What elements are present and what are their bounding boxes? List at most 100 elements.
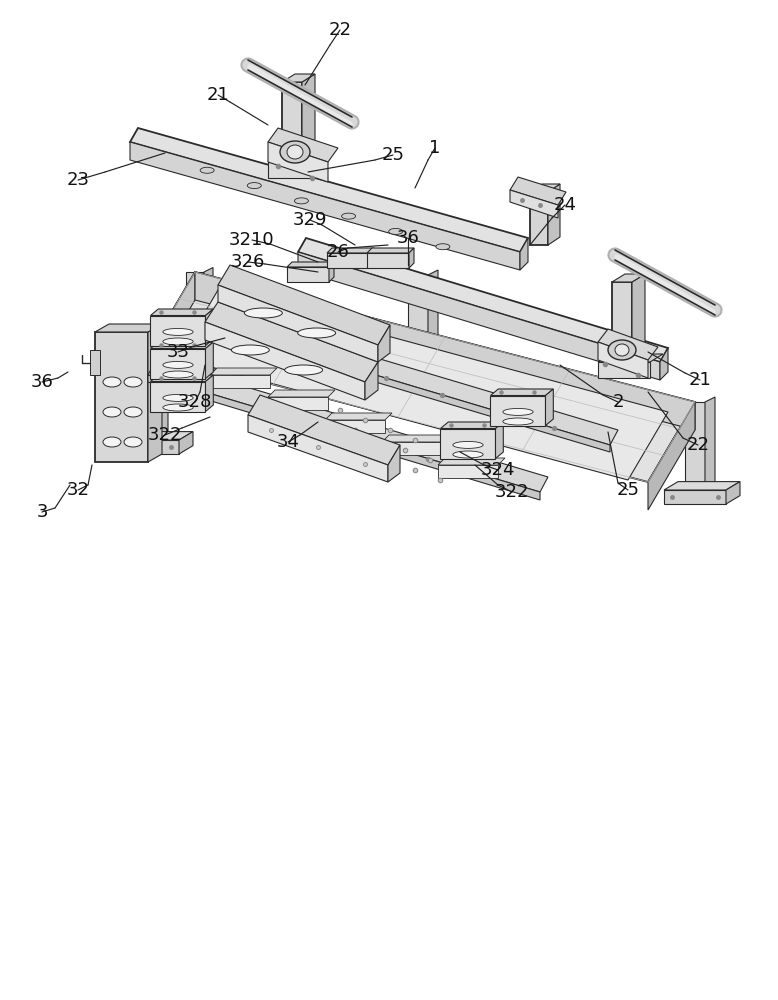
Polygon shape [598,354,663,362]
Text: 23: 23 [66,171,89,189]
Polygon shape [148,360,548,492]
Text: 33: 33 [166,343,190,361]
Polygon shape [520,238,528,270]
Polygon shape [386,367,464,375]
Polygon shape [367,248,414,253]
Polygon shape [378,325,390,362]
Polygon shape [298,238,668,362]
Polygon shape [150,381,205,412]
Polygon shape [205,309,213,346]
Ellipse shape [280,141,310,163]
Polygon shape [612,274,645,282]
Ellipse shape [200,167,214,173]
Text: 1: 1 [429,139,440,157]
Polygon shape [218,285,378,362]
Polygon shape [210,375,270,388]
Polygon shape [248,395,400,465]
Text: 322: 322 [495,483,529,501]
Polygon shape [408,275,428,375]
Ellipse shape [163,361,193,368]
Ellipse shape [285,365,323,375]
Polygon shape [438,465,498,478]
Text: 22: 22 [328,21,352,39]
Polygon shape [117,440,179,454]
Ellipse shape [503,418,533,425]
Text: 22: 22 [686,436,710,454]
Text: 3210: 3210 [230,231,275,249]
Polygon shape [204,267,213,357]
Text: 34: 34 [276,433,300,451]
Polygon shape [148,272,195,380]
Ellipse shape [163,404,193,411]
Ellipse shape [389,228,403,234]
Ellipse shape [342,213,356,219]
Ellipse shape [103,377,121,387]
Polygon shape [210,368,277,375]
Polygon shape [148,375,540,500]
Polygon shape [218,328,610,452]
Ellipse shape [503,408,533,415]
Ellipse shape [294,198,308,204]
Polygon shape [530,192,548,245]
Text: 21: 21 [207,86,230,104]
Ellipse shape [124,407,142,417]
Polygon shape [287,267,329,282]
Polygon shape [298,252,660,380]
Text: 326: 326 [231,253,265,271]
Ellipse shape [436,244,450,250]
Polygon shape [218,265,390,345]
Polygon shape [548,184,560,245]
Polygon shape [150,349,205,378]
Ellipse shape [287,145,303,159]
Polygon shape [325,413,392,420]
Polygon shape [510,190,558,218]
Polygon shape [282,74,315,82]
Polygon shape [660,348,668,380]
Ellipse shape [244,308,282,318]
Ellipse shape [124,437,142,447]
Polygon shape [225,349,238,370]
Ellipse shape [608,340,636,360]
Polygon shape [648,402,695,510]
Polygon shape [382,442,442,455]
Polygon shape [148,324,162,462]
Text: 36: 36 [30,373,54,391]
Text: 2: 2 [612,393,624,411]
Text: 324: 324 [481,461,515,479]
Polygon shape [287,262,334,267]
Polygon shape [325,420,385,433]
Ellipse shape [163,371,193,378]
Text: 329: 329 [293,211,328,229]
Polygon shape [450,367,464,389]
Polygon shape [664,490,726,504]
Polygon shape [148,272,695,482]
Ellipse shape [103,437,121,447]
Polygon shape [496,422,503,458]
Ellipse shape [103,407,121,417]
Polygon shape [598,362,650,378]
Polygon shape [165,357,225,370]
Polygon shape [218,313,618,445]
Ellipse shape [453,451,483,458]
Polygon shape [268,154,333,162]
Polygon shape [150,375,213,381]
Polygon shape [282,82,302,160]
Polygon shape [95,332,148,462]
Ellipse shape [615,344,629,356]
Polygon shape [440,428,496,458]
Polygon shape [490,395,545,426]
Polygon shape [726,482,740,504]
Polygon shape [205,302,378,382]
Polygon shape [90,350,100,375]
Polygon shape [545,389,553,426]
Text: 25: 25 [381,146,405,164]
Polygon shape [165,349,238,357]
Polygon shape [365,362,378,400]
Polygon shape [664,482,740,490]
Text: 328: 328 [178,393,212,411]
Polygon shape [95,324,162,332]
Polygon shape [510,177,566,205]
Polygon shape [138,352,158,440]
Polygon shape [268,162,320,178]
Text: 25: 25 [616,481,640,499]
